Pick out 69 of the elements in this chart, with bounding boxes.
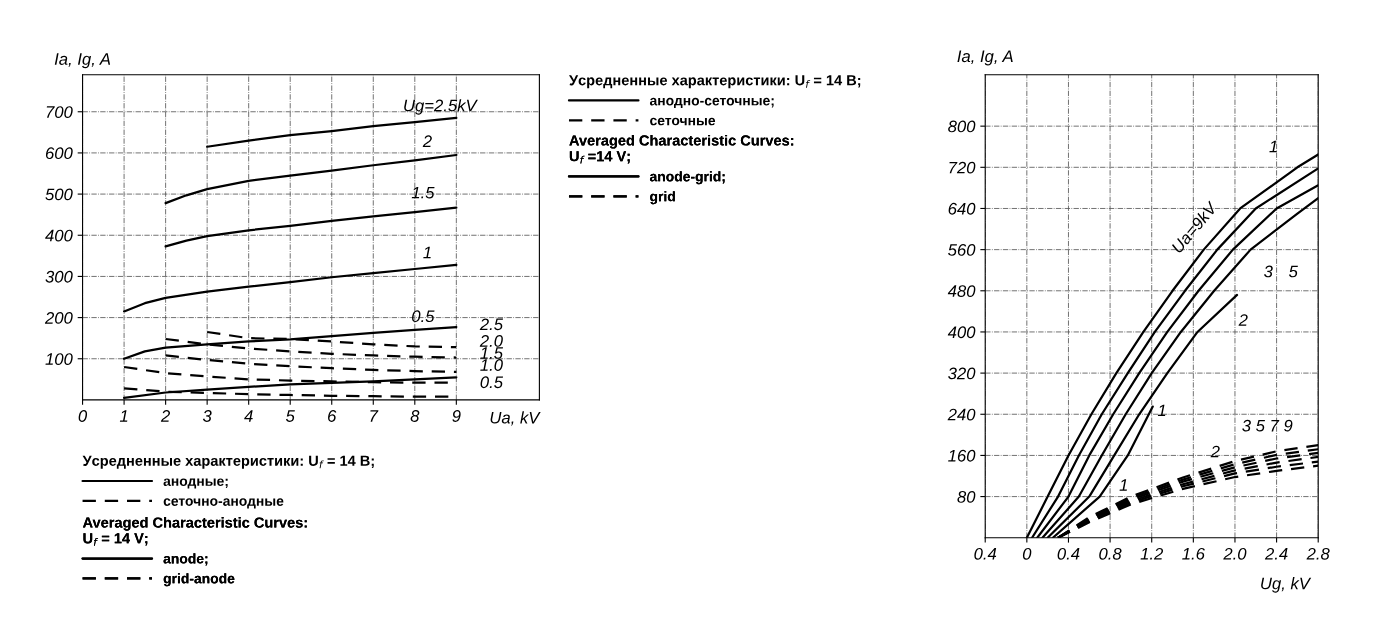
y-tick-label: 320 <box>948 367 976 380</box>
y-tick-label: 300 <box>45 270 73 283</box>
annotation: 1 <box>423 246 431 259</box>
y-axis-title: Ia, Ig, A <box>957 50 1013 66</box>
y-tick-label: 720 <box>949 161 976 174</box>
x-tick-label: 4 <box>244 410 253 422</box>
x-tick-label: 1 <box>119 410 128 422</box>
annotation: 3 <box>1264 265 1273 278</box>
x-tick-label: 1.2 <box>1140 547 1164 560</box>
x-tick-label: 7 <box>370 410 379 422</box>
y-tick-label: 560 <box>948 244 976 256</box>
y-tick-label: 800 <box>948 120 976 133</box>
legend-label: сеточные <box>650 117 716 126</box>
y-axis-title: Ia, Ig, A <box>54 53 111 69</box>
annotation: 1 <box>1269 140 1277 153</box>
x-tick-label: 2.4 <box>1264 547 1288 560</box>
y-tick-label: 600 <box>45 147 73 160</box>
annotation: 2.0 <box>479 335 503 347</box>
annotation: 2 <box>1238 314 1248 326</box>
annotation: 1.0 <box>480 359 503 371</box>
x-tick-label: 8 <box>410 410 420 422</box>
annotation: 1.5 <box>480 347 504 359</box>
legend-label: anode-grid; <box>649 171 725 185</box>
legend-label: анодные; <box>163 478 228 489</box>
x-tick-label: 6 <box>328 410 337 422</box>
x-tick-label: 2.8 <box>1306 547 1330 560</box>
x-tick-label: 0 <box>78 410 88 422</box>
x-tick-label: 9 <box>452 410 461 422</box>
legend-label: anode; <box>163 553 208 566</box>
x-axis-title: Ug, kV <box>1261 577 1312 593</box>
y-tick-label: 640 <box>948 202 976 215</box>
annotation: 1.5 <box>411 186 435 199</box>
legend-label: grid-anode <box>163 573 235 587</box>
annotation: 2 <box>422 135 432 147</box>
annotation: 2 <box>1210 445 1220 458</box>
y-tick-label: 80 <box>957 490 976 503</box>
x-axis-title: Ua, kV <box>490 411 541 426</box>
annotation: 0.5 <box>412 310 435 323</box>
y-tick-label: 160 <box>948 449 976 462</box>
legend-label: анодно-сеточные; <box>649 97 774 109</box>
annotation: 0.5 <box>480 376 504 389</box>
y-tick-label: 100 <box>45 353 73 365</box>
y-tick-label: 400 <box>947 326 976 339</box>
x-tick-label: 5 <box>285 410 295 422</box>
x-tick-label: 2 <box>160 410 171 422</box>
y-tick-label: 700 <box>46 106 73 118</box>
annotation: 5 <box>1288 265 1298 278</box>
annotation: Ug=2.5kV <box>404 99 478 115</box>
x-tick-label: 0.8 <box>1099 547 1122 560</box>
annotation: 1 <box>1119 479 1127 491</box>
x-tick-label: 0.4 <box>974 547 997 560</box>
y-tick-label: 200 <box>44 311 73 324</box>
x-tick-label: 3 <box>202 410 212 422</box>
legend-label: сеточно-анодные <box>163 498 284 509</box>
x-tick-label: 0 <box>1022 547 1032 560</box>
x-tick-label: 0.4 <box>1057 547 1080 560</box>
annotation: 3 5 7 9 <box>1242 419 1293 432</box>
y-tick-label: 240 <box>947 408 976 421</box>
y-tick-label: 480 <box>947 285 976 297</box>
y-tick-label: 400 <box>45 229 73 242</box>
legend-title: Усредненные характеристики: U$_{f}$ = 14 B; <box>568 75 861 89</box>
text: Averaged Characteristic Curves: U$_{f}$ =14 V; <box>569 134 794 164</box>
x-tick-label: 1.6 <box>1182 547 1205 560</box>
legend-label: grid <box>650 191 675 205</box>
annotation: 2.5 <box>479 318 504 331</box>
y-tick-label: 500 <box>45 188 73 201</box>
x-tick-label: 2.0 <box>1223 547 1247 560</box>
text: Averaged Characteristic Curves: U$_{f}$ = 14 V; <box>82 517 307 546</box>
legend-title: Усредненные характеристики: U$_{f}$ = 14 B; <box>82 455 374 469</box>
